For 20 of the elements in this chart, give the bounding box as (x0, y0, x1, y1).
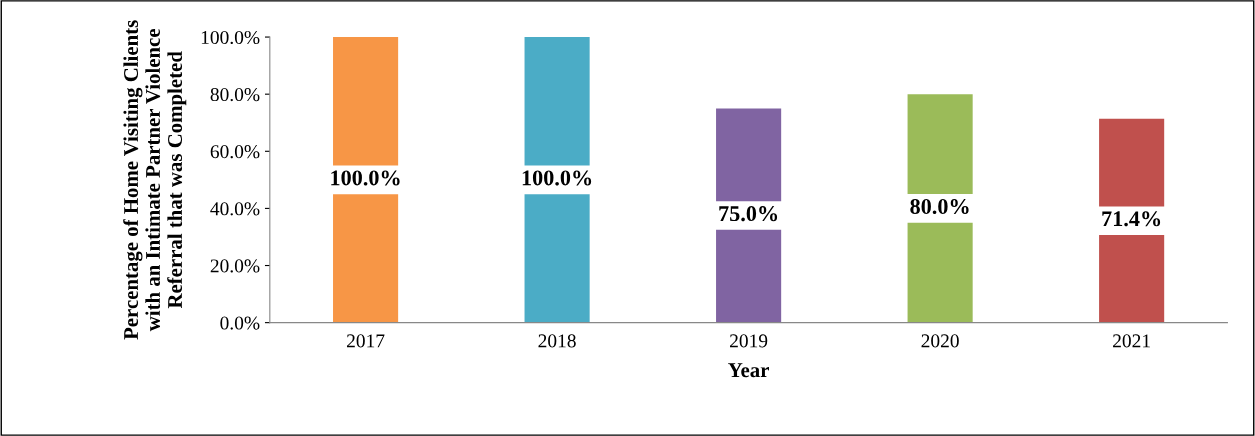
x-tick-label: 2018 (538, 334, 576, 348)
data-label: 75.0% (719, 206, 778, 222)
data-label: 100.0% (331, 170, 400, 186)
bar (333, 37, 399, 323)
y-tick-label: 100.0% (201, 30, 260, 45)
data-label: 71.4% (1102, 211, 1161, 227)
x-tick-label: 2017 (346, 334, 385, 348)
y-tick-label: 20.0% (210, 259, 260, 273)
x-tick-label: 2021 (1113, 334, 1150, 348)
y-tick-label: 0.0% (220, 316, 260, 330)
y-tick-label: 40.0% (210, 202, 260, 216)
y-tick-label: 60.0% (210, 145, 260, 159)
y-tick-label: 80.0% (210, 87, 260, 102)
data-label: 100.0% (522, 170, 592, 186)
x-tick-label: 2019 (730, 334, 768, 348)
x-axis-title: Year (728, 363, 769, 378)
y-axis-title: Percentage of Home Visiting Clients with an Intimate Partner Violence Referral that was Completed (123, 20, 187, 340)
bar (524, 37, 590, 323)
x-tick-label: 2020 (921, 334, 959, 348)
data-label: 80.0% (910, 198, 969, 215)
